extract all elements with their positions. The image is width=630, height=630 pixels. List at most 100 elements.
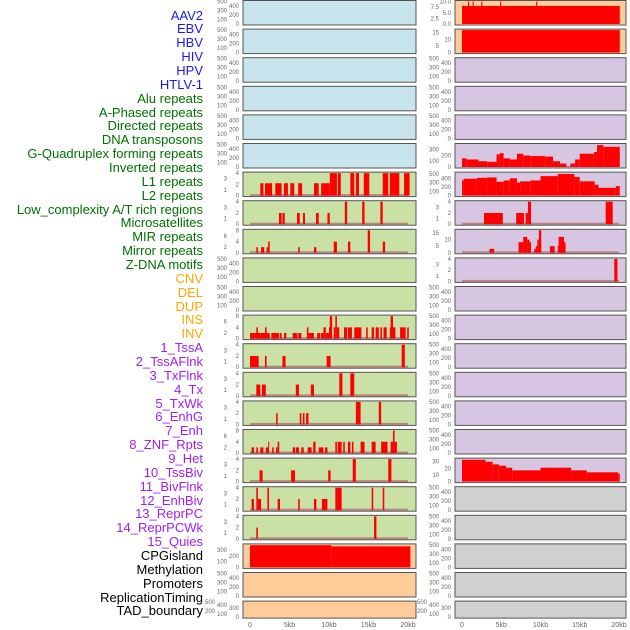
data-bar: [570, 163, 576, 167]
panel-baseline: [250, 422, 408, 425]
data-bar: [462, 459, 486, 482]
data-bar: [355, 401, 361, 425]
y-tick-label: 0: [236, 222, 240, 228]
data-bar: [351, 441, 354, 453]
panel-background: [455, 86, 626, 111]
panel-frame: [242, 343, 417, 369]
panel-frame: [242, 400, 417, 426]
track-label: 8_ZNF_Rpts: [129, 437, 203, 453]
y-tick-label: 0: [448, 279, 452, 285]
data-bar: [282, 212, 285, 225]
data-bar: [512, 470, 541, 482]
data-bar: [536, 1, 538, 24]
y-tick-label: 0: [448, 165, 452, 171]
y-tick-label: 2: [448, 211, 452, 217]
y-tick-label: 100: [429, 332, 440, 338]
y-tick-label: 0: [448, 108, 452, 114]
y-tick-label: 300: [217, 581, 228, 587]
data-bar: [509, 178, 517, 196]
data-bar: [298, 332, 302, 339]
panel-frame: [242, 286, 417, 312]
y-tick-label: 400: [441, 61, 452, 67]
y-tick-label: 200: [205, 609, 216, 615]
data-bar: [251, 498, 254, 511]
data-bar: [466, 159, 479, 167]
panel-baseline: [250, 537, 408, 540]
panel-frame: [454, 200, 627, 226]
y-tick-label: 500: [217, 286, 228, 292]
y-tick-label: 400: [217, 603, 228, 609]
track-label: 1_TssA: [160, 340, 203, 356]
data-bar: [276, 413, 278, 425]
y-tick-label: 100: [217, 161, 228, 167]
track-label: G-Quadruplex forming repeats: [27, 146, 203, 162]
y-tick-label: 500: [417, 600, 428, 606]
data-bar: [329, 327, 330, 339]
track-label: HIV: [181, 49, 203, 65]
y-tick-label: 100: [217, 275, 228, 281]
x-tick-label: 10kb: [533, 622, 548, 629]
y-tick-label: 200: [441, 385, 452, 391]
y-tick-label: 5: [436, 244, 440, 250]
track-label: Promoters: [143, 575, 203, 591]
panel-frame: [454, 171, 627, 198]
y-tick-label: 2: [224, 445, 228, 451]
data-bar: [523, 155, 531, 167]
y-tick-label: 0: [236, 165, 240, 171]
panel-frame: [242, 114, 417, 140]
data-bar: [371, 487, 374, 511]
data-bar: [378, 401, 382, 425]
data-bar: [603, 146, 620, 167]
y-tick-label: 400: [229, 290, 240, 296]
y-tick-label: 2: [448, 268, 452, 274]
data-bar: [492, 464, 499, 482]
data-bar: [256, 527, 258, 539]
data-bar: [557, 173, 575, 196]
data-bar: [256, 487, 258, 511]
panel-frame: [242, 543, 417, 569]
y-tick-label: 0: [448, 194, 452, 200]
y-tick-label: 100: [429, 189, 440, 195]
data-bar: [375, 327, 379, 339]
y-tick-label: 0: [448, 337, 452, 343]
y-tick-label: 200: [441, 127, 452, 133]
panel-background: [243, 86, 416, 111]
panel-frame: [242, 486, 417, 512]
data-bar: [295, 384, 299, 396]
track-label: 3_TxFlnk: [149, 367, 203, 383]
y-tick-label: 0: [236, 22, 240, 28]
y-tick-label: 0: [236, 594, 240, 600]
data-bar: [272, 447, 274, 453]
panel-background: [455, 257, 626, 283]
data-bar: [298, 247, 300, 253]
panel-background: [243, 57, 416, 83]
y-tick-label: 0: [236, 51, 240, 57]
panel-frame: [242, 429, 417, 455]
y-tick-label: 400: [441, 433, 452, 439]
data-bar: [371, 327, 375, 339]
track-label: MIR repeats: [132, 229, 203, 245]
y-tick-label: 500: [429, 400, 440, 406]
y-tick-label: 2: [224, 245, 228, 251]
y-tick-label: 300: [429, 438, 440, 444]
y-tick-label: 500: [217, 257, 228, 263]
y-tick-label: 500: [217, 143, 228, 149]
data-bar: [509, 159, 517, 167]
data-bar: [360, 441, 365, 453]
y-tick-label: 200: [441, 556, 452, 562]
data-bar: [389, 327, 391, 339]
y-tick-label: 0.0: [443, 22, 452, 28]
data-bar: [537, 239, 539, 253]
track-label: 2_TssAFlnk: [135, 354, 203, 369]
y-tick-label: 400: [441, 347, 452, 353]
y-tick-label: 0: [448, 565, 452, 571]
y-tick-label: 100: [429, 504, 440, 510]
data-bar: [383, 327, 387, 339]
y-tick-label: 6: [224, 234, 228, 240]
y-tick-label: 4: [236, 240, 240, 246]
data-bar: [333, 241, 337, 253]
y-tick-label: 300: [429, 94, 440, 100]
y-tick-label: 500: [205, 600, 216, 606]
data-bar: [518, 242, 524, 253]
y-tick-label: 4: [448, 200, 452, 206]
